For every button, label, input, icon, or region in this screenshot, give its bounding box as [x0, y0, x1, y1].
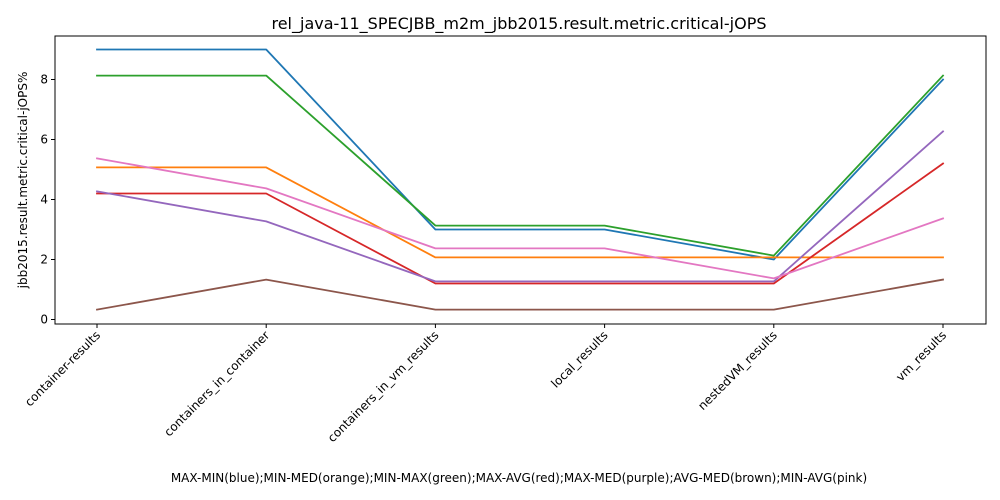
y-axis-label: jbb2015.result.metric.critical-jOPS% [16, 72, 30, 290]
x-tick-label-0: container-results [22, 328, 103, 409]
series-line-3 [96, 74, 945, 257]
series-layer [95, 48, 945, 311]
series-line-1 [96, 48, 945, 261]
x-tick-label-4: nestedVM_results [695, 328, 780, 413]
y-tick-label-1: 2 [40, 253, 48, 267]
series-line-5 [95, 130, 945, 283]
y-tick-label-4: 8 [40, 73, 48, 87]
y-axis-ticks: 0 2 4 6 8 [40, 73, 55, 327]
y-tick-label-2: 4 [40, 193, 48, 207]
series-line-7 [95, 157, 945, 280]
x-tick-label-5: vm_results [893, 328, 949, 384]
plot-frame [54, 35, 987, 325]
x-tick-label-1: containers_in_container [161, 328, 272, 439]
chart-title: rel_java-11_SPECJBB_m2m_jbb2015.result.m… [271, 14, 766, 34]
x-tick-label-2: containers_in_vm_results [325, 328, 442, 445]
series-line-4 [96, 162, 945, 285]
series-line-6 [95, 278, 945, 311]
y-tick-label-0: 0 [40, 313, 48, 327]
x-axis-ticks: container-results containers_in_container… [22, 324, 949, 445]
x-tick-label-3: local_results [548, 328, 610, 390]
y-tick-label-3: 6 [40, 133, 48, 147]
x-axis-label: MAX-MIN(blue);MIN-MED(orange);MIN-MAX(gr… [171, 471, 867, 485]
